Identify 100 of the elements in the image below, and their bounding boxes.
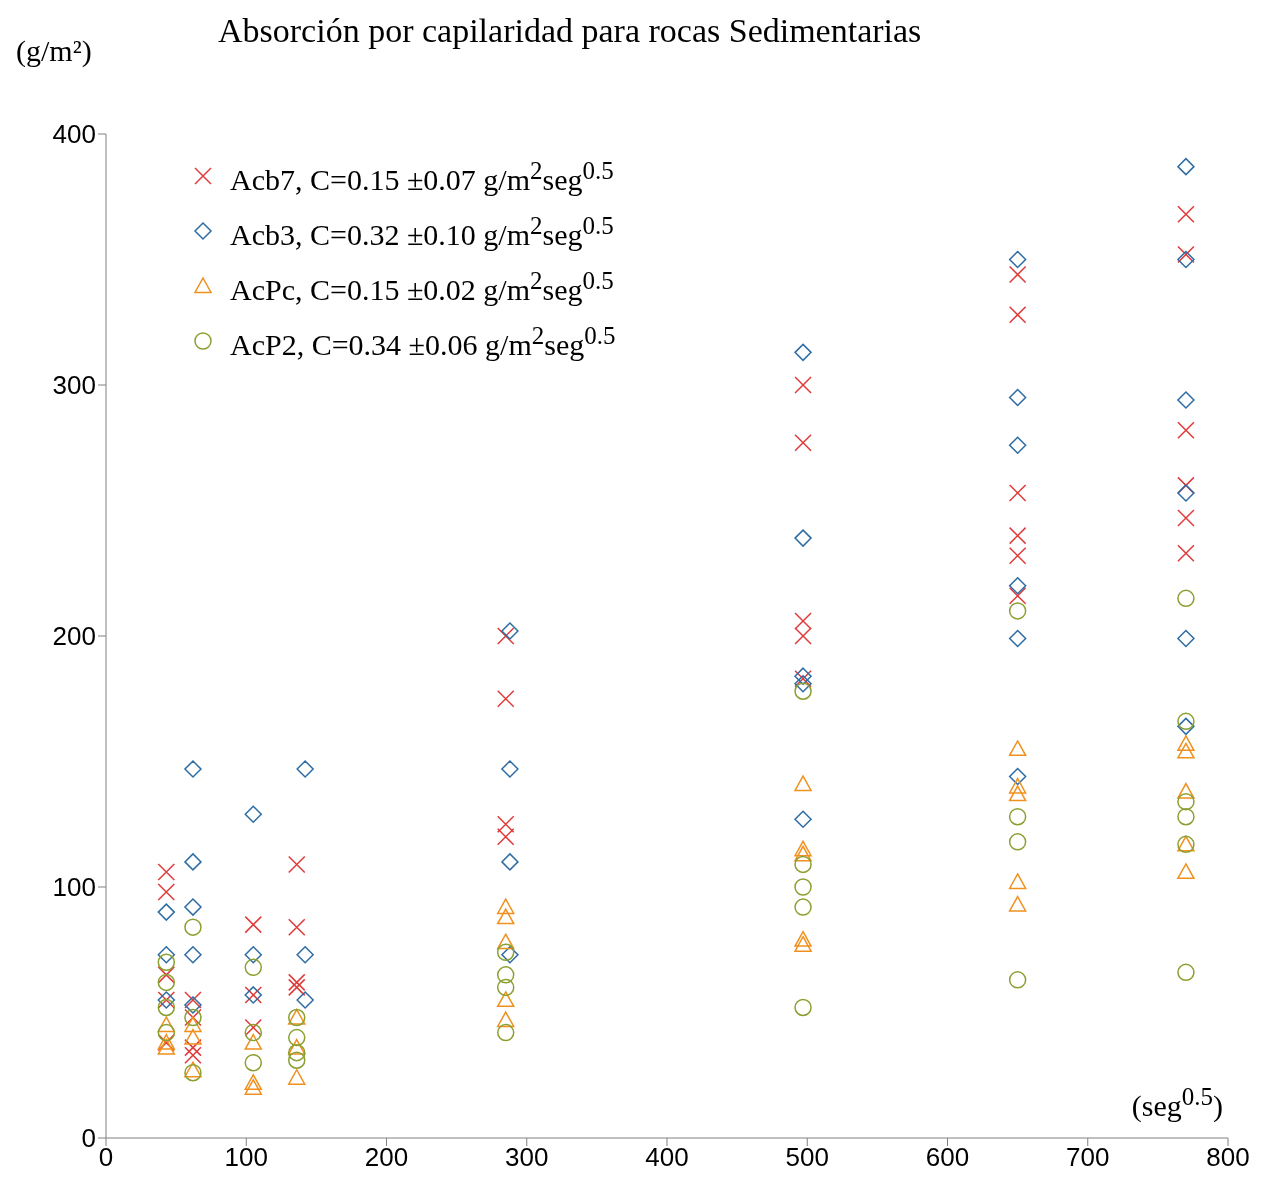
point <box>794 898 812 916</box>
point <box>1177 421 1195 439</box>
point <box>296 760 314 778</box>
point <box>794 682 812 700</box>
point <box>1008 833 1027 851</box>
point <box>184 1063 202 1082</box>
point <box>794 343 812 362</box>
point <box>244 1018 263 1037</box>
point <box>296 946 314 964</box>
point <box>1177 484 1195 502</box>
point <box>1177 391 1195 409</box>
point <box>296 991 314 1009</box>
point <box>501 853 519 871</box>
point <box>244 1023 263 1042</box>
point <box>157 998 176 1017</box>
point <box>1008 895 1027 912</box>
point <box>496 966 515 984</box>
point <box>287 1038 306 1055</box>
point <box>184 853 202 871</box>
point <box>1008 740 1027 757</box>
point <box>1008 602 1027 620</box>
point <box>1177 250 1195 269</box>
point <box>184 991 202 1009</box>
point <box>287 918 306 936</box>
point <box>1008 526 1027 545</box>
point <box>1008 484 1027 502</box>
point <box>244 946 263 964</box>
y-tick-label: 300 <box>52 370 96 401</box>
point <box>496 943 515 962</box>
point <box>496 933 515 950</box>
point <box>184 760 202 778</box>
x-tick-label: 600 <box>925 1142 970 1173</box>
point <box>1177 712 1195 731</box>
point <box>157 973 176 992</box>
legend-label: Acb3, C=0.32 ±0.10 g/m$^{2}$seg$^{0.5}$ <box>230 211 614 253</box>
point <box>496 1011 515 1028</box>
point <box>184 996 202 1014</box>
point <box>1008 577 1027 595</box>
point <box>287 855 306 874</box>
point <box>184 946 202 964</box>
point <box>1008 436 1027 454</box>
point <box>244 805 263 823</box>
point <box>794 376 812 394</box>
point <box>794 529 812 547</box>
point <box>794 627 812 645</box>
point <box>1177 245 1195 264</box>
x-tick-label: 500 <box>785 1142 829 1173</box>
point <box>794 855 812 874</box>
point <box>1177 509 1195 527</box>
point <box>496 828 515 846</box>
x-tick-label: 300 <box>505 1142 549 1173</box>
point <box>501 622 519 640</box>
y-tick-label: 200 <box>52 621 96 652</box>
point <box>184 898 202 916</box>
point <box>1008 388 1027 407</box>
point <box>496 991 515 1008</box>
point <box>157 1038 176 1055</box>
point <box>157 863 176 881</box>
x-tick-label: 800 <box>1206 1142 1250 1173</box>
point <box>794 433 812 452</box>
point <box>1177 157 1195 176</box>
y-axis-title: (g/m²) <box>16 34 92 68</box>
point <box>1177 629 1195 648</box>
point <box>184 918 202 936</box>
point <box>244 1079 263 1095</box>
point <box>287 978 306 997</box>
legend-label: AcP2, C=0.34 ±0.06 g/m$^{2}$seg$^{0.5}$ <box>230 321 616 363</box>
point <box>794 810 812 828</box>
point <box>794 775 812 792</box>
point <box>157 883 176 901</box>
point <box>157 903 176 921</box>
point <box>184 1038 202 1057</box>
point <box>501 946 519 964</box>
y-tick-label: 100 <box>52 872 96 903</box>
point <box>184 1046 202 1064</box>
point <box>496 908 515 925</box>
point <box>794 930 812 947</box>
point <box>1008 873 1027 890</box>
point <box>1008 250 1027 269</box>
point <box>794 845 812 862</box>
point <box>496 978 515 997</box>
point <box>1008 265 1027 284</box>
y-tick-label: 0 <box>81 1123 96 1154</box>
x-axis-title: (seg$^{0.5}$) <box>1131 1083 1223 1123</box>
point <box>1177 807 1195 826</box>
point <box>244 1033 263 1050</box>
point <box>244 958 263 977</box>
point <box>794 998 812 1017</box>
point <box>157 1016 176 1033</box>
point <box>1008 587 1027 605</box>
point <box>184 1028 202 1045</box>
point <box>287 973 306 992</box>
point <box>1008 807 1027 826</box>
point <box>1008 629 1027 648</box>
point <box>244 1053 263 1072</box>
point <box>1177 742 1195 759</box>
point <box>794 935 812 952</box>
chart-title: Absorción por capilaridad para rocas Sedimentarias <box>218 12 922 50</box>
point <box>794 878 812 896</box>
point <box>244 1074 263 1090</box>
